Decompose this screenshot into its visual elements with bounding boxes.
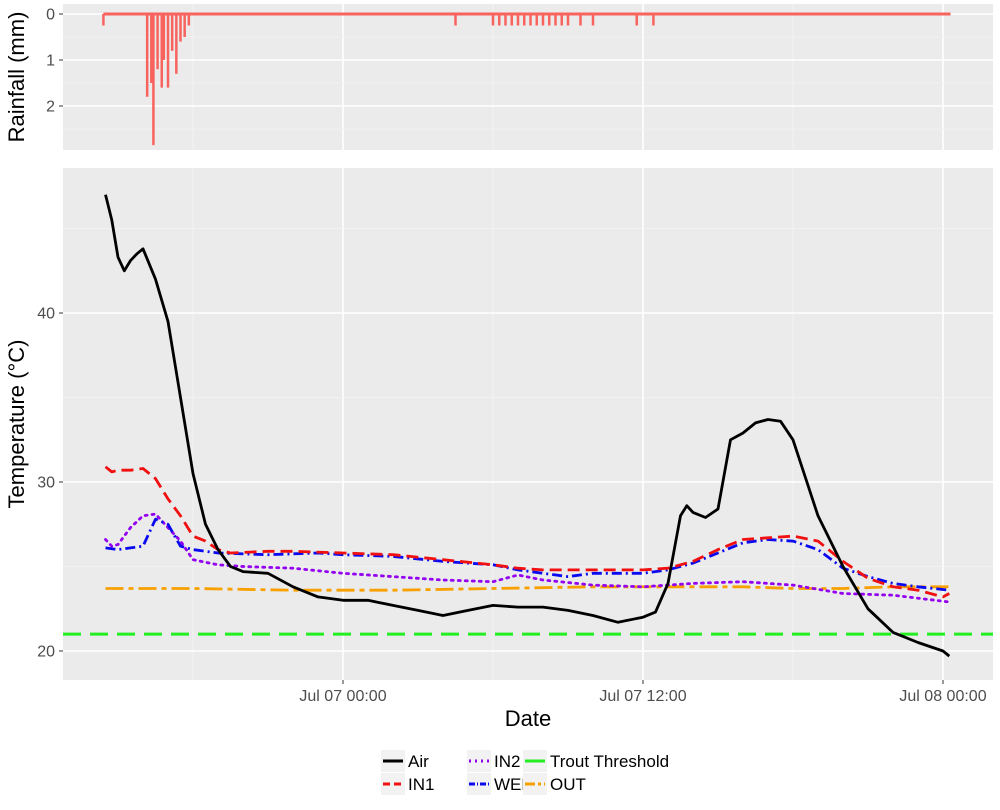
x-tick-label: Jul 07 00:00 — [299, 688, 386, 705]
series-line-in2 — [104, 512, 951, 604]
legend-label: IN1 — [408, 775, 434, 794]
x-tick-label: Jul 07 12:00 — [599, 688, 686, 705]
legend-label: Trout Threshold — [550, 752, 669, 771]
temperature-y-axis-title: Temperature (°C) — [4, 340, 29, 509]
legend-key-background — [467, 773, 491, 795]
temperature-panel: 20 30 40 Temperature (°C) — [4, 168, 993, 680]
x-tick-label: Jul 08 00:00 — [899, 688, 986, 705]
legend-label: Air — [408, 752, 429, 771]
x-axis-title: Date — [505, 706, 551, 731]
temperature-gridlines — [63, 168, 993, 680]
rainfall-panel: 0 1 2 Rainfall (mm) — [4, 4, 993, 150]
temperature-y-tick-label: 40 — [37, 306, 55, 323]
series-line-out — [105, 585, 950, 592]
legend-key-background — [467, 750, 491, 772]
legend-key-background — [381, 773, 405, 795]
rainfall-y-tick-label: 2 — [46, 99, 55, 116]
temperature-series — [104, 194, 951, 658]
rainfall-y-axis-title: Rainfall (mm) — [4, 12, 29, 143]
series-line-air — [104, 194, 951, 658]
rainfall-y-tick-label: 0 — [46, 7, 55, 24]
temperature-panel-background — [63, 168, 993, 680]
x-axis-ticks: Jul 07 00:00 Jul 07 12:00 Jul 08 00:00 — [299, 680, 987, 705]
rainfall-bars — [102, 12, 951, 146]
rainfall-y-tick-label: 1 — [46, 53, 55, 70]
rainfall-y-ticks: 0 1 2 — [46, 7, 63, 116]
legend-label: IN2 — [494, 752, 520, 771]
series-line-well — [105, 517, 950, 592]
legend-label: OUT — [550, 775, 586, 794]
temperature-y-ticks: 20 30 40 — [37, 306, 63, 661]
temperature-y-tick-label: 30 — [37, 475, 55, 492]
rainfall-panel-background — [63, 4, 993, 150]
temperature-y-tick-label: 20 — [37, 644, 55, 661]
